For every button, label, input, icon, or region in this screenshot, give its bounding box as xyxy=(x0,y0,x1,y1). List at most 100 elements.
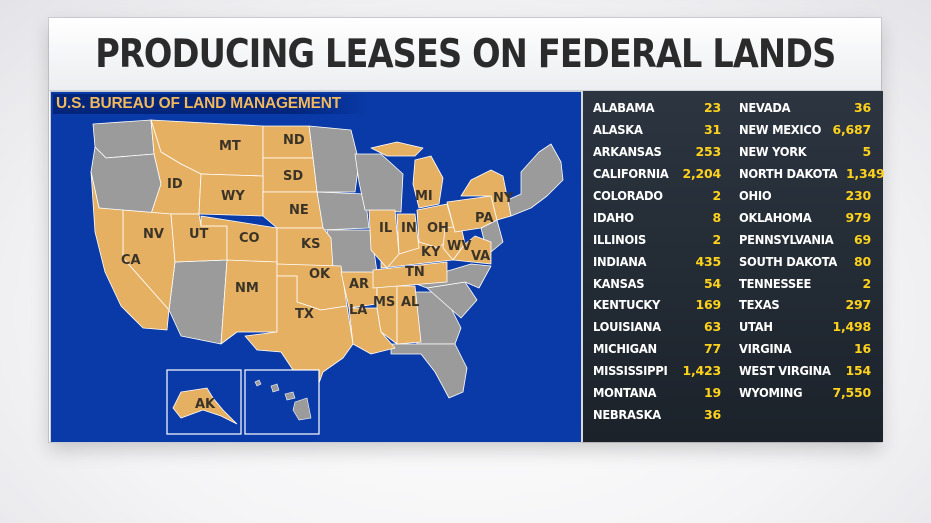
state-name: ALASKA xyxy=(593,122,643,138)
label-OH: OH xyxy=(427,221,449,236)
lease-row: NEVADA 36 xyxy=(739,97,871,119)
state-name: CALIFORNIA xyxy=(593,166,669,182)
lease-row: PENNSYLVANIA 69 xyxy=(739,228,871,250)
lease-count: 19 xyxy=(704,385,721,401)
state-name: KANSAS xyxy=(593,275,645,291)
state-name: TENNESSEE xyxy=(739,275,812,291)
lease-count: 154 xyxy=(845,363,872,379)
lease-count: 1,423 xyxy=(682,363,721,379)
page-title: PRODUCING LEASES ON FEDERAL LANDS xyxy=(94,31,836,77)
label-OK: OK xyxy=(309,267,331,282)
state-New-England xyxy=(502,143,564,217)
graphic-frame: PRODUCING LEASES ON FEDERAL LANDS xyxy=(49,18,885,443)
lease-table: ALABAMA 23 ALASKA 31 ARKANSAS 253 CALIFORNIA 2,… xyxy=(581,91,885,442)
label-NY: NY xyxy=(493,191,514,206)
label-ND: ND xyxy=(283,133,305,148)
lease-count: 2 xyxy=(712,188,722,203)
hawaii-inset xyxy=(244,369,320,435)
lease-row: CALIFORNIA 2,204 xyxy=(593,163,721,185)
state-name: NEW YORK xyxy=(739,144,807,160)
label-PA: PA xyxy=(475,211,493,226)
lease-count: 1,349 xyxy=(845,166,885,182)
state-name: ALABAMA xyxy=(593,100,655,116)
state-name: INDIANA xyxy=(593,253,647,269)
label-CO: CO xyxy=(239,231,260,246)
lease-count: 36 xyxy=(704,406,721,422)
label-CA: CA xyxy=(121,253,141,268)
label-KY: KY xyxy=(421,245,441,260)
lease-column-right: NEVADA 36 NEW MEXICO 6,687 NEW YORK 5 NORTH DA… xyxy=(739,97,885,403)
state-TN xyxy=(372,261,448,289)
us-map: MT ND ID SD WY NE NV UT CO KS CA OK NM A… xyxy=(90,119,564,435)
label-MT: MT xyxy=(219,139,241,154)
lease-row: NORTH DAKOTA 1,349 xyxy=(739,163,885,185)
state-IN xyxy=(396,213,420,255)
lease-count: 23 xyxy=(704,100,721,116)
lease-count: 2,204 xyxy=(682,166,721,182)
state-IL xyxy=(368,209,400,269)
state-name: TEXAS xyxy=(739,297,780,313)
state-OR xyxy=(90,146,162,215)
label-LA: LA xyxy=(349,303,367,318)
lease-row: WEST VIRGINA 154 xyxy=(739,360,871,382)
state-name: MONTANA xyxy=(593,385,657,401)
lease-count: 80 xyxy=(854,253,871,269)
state-name: NEBRASKA xyxy=(593,406,661,422)
lease-count: 77 xyxy=(704,341,721,357)
alaska-inset: AK xyxy=(166,369,242,435)
title-bar: PRODUCING LEASES ON FEDERAL LANDS xyxy=(49,18,881,91)
lease-count: 6,687 xyxy=(832,122,871,138)
label-WV: WV xyxy=(447,239,471,254)
source-label: U.S. BUREAU OF LAND MANAGEMENT xyxy=(53,94,370,114)
lease-count: 230 xyxy=(845,188,872,203)
state-name: LOUISIANA xyxy=(593,319,661,335)
lease-row: IDAHO 8 xyxy=(593,206,721,228)
label-AK: AK xyxy=(195,397,216,412)
label-TX: TX xyxy=(295,307,314,322)
label-NV: NV xyxy=(143,227,164,242)
label-KS: KS xyxy=(301,237,320,252)
state-name: ARKANSAS xyxy=(593,144,662,160)
lease-row: MISSISSIPPI 1,423 xyxy=(593,360,721,382)
label-TN: TN xyxy=(405,265,425,280)
lease-count: 1,498 xyxy=(832,319,871,335)
lease-row: COLORADO 2 xyxy=(593,185,721,207)
state-FL xyxy=(390,343,468,399)
state-MI-lower xyxy=(412,155,444,209)
lease-count: 69 xyxy=(854,231,871,247)
state-name: KENTUCKY xyxy=(593,297,661,313)
map-panel: MT ND ID SD WY NE NV UT CO KS CA OK NM A… xyxy=(50,91,582,443)
lease-row: LOUISIANA 63 xyxy=(593,316,721,338)
state-name: WEST VIRGINA xyxy=(739,363,831,379)
state-TX xyxy=(244,275,354,395)
state-labels: MT ND ID SD WY NE NV UT CO KS CA OK NM A… xyxy=(121,133,514,322)
lease-row: UTAH 1,498 xyxy=(739,316,871,338)
lease-row: ALABAMA 23 xyxy=(593,97,721,119)
lease-row: KENTUCKY 169 xyxy=(593,294,721,316)
lease-row: ALASKA 31 xyxy=(593,119,721,141)
lease-row: TENNESSEE 2 xyxy=(739,272,871,294)
label-MS: MS xyxy=(373,295,395,310)
lease-count: 16 xyxy=(854,341,871,357)
state-name: NORTH DAKOTA xyxy=(739,166,838,182)
state-AL xyxy=(396,285,422,345)
lease-count: 2 xyxy=(862,275,872,291)
state-name: COLORADO xyxy=(593,188,663,203)
label-AR: AR xyxy=(349,277,369,292)
state-name: NEW MEXICO xyxy=(739,122,822,138)
state-MN xyxy=(308,125,360,193)
state-WI xyxy=(354,153,404,213)
lease-row: ARKANSAS 253 xyxy=(593,141,721,163)
state-NY xyxy=(460,169,512,221)
lease-row: MICHIGAN 77 xyxy=(593,338,721,360)
label-NE: NE xyxy=(289,203,309,218)
label-UT: UT xyxy=(189,227,209,242)
lease-count: 253 xyxy=(695,144,722,160)
state-name: PENNSYLVANIA xyxy=(739,231,834,247)
lease-row: SOUTH DAKOTA 80 xyxy=(739,250,871,272)
lease-row: OHIO 230 xyxy=(739,185,871,207)
lease-row: NEBRASKA 36 xyxy=(593,403,721,425)
state-name: WYOMING xyxy=(739,385,803,401)
lease-row: ILLINOIS 2 xyxy=(593,228,721,250)
state-name: MISSISSIPPI xyxy=(593,363,668,379)
